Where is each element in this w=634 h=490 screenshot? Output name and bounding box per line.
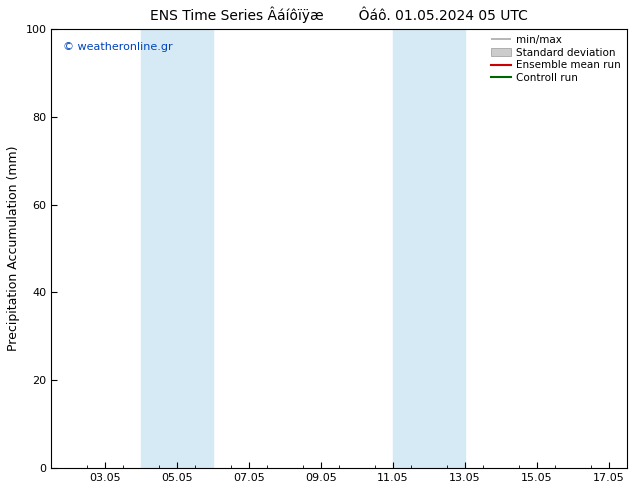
Bar [141, 29, 213, 468]
Bar [393, 29, 465, 468]
Legend: min/max, Standard deviation, Ensemble mean run, Controll run: min/max, Standard deviation, Ensemble me… [488, 32, 623, 86]
Title: ENS Time Series Âáíôïÿæ        Ôáô. 01.05.2024 05 UTC: ENS Time Series Âáíôïÿæ Ôáô. 01.05.2024 … [150, 7, 528, 24]
Y-axis label: Precipitation Accumulation (mm): Precipitation Accumulation (mm) [7, 146, 20, 351]
Text: © weatheronline.gr: © weatheronline.gr [63, 42, 172, 52]
